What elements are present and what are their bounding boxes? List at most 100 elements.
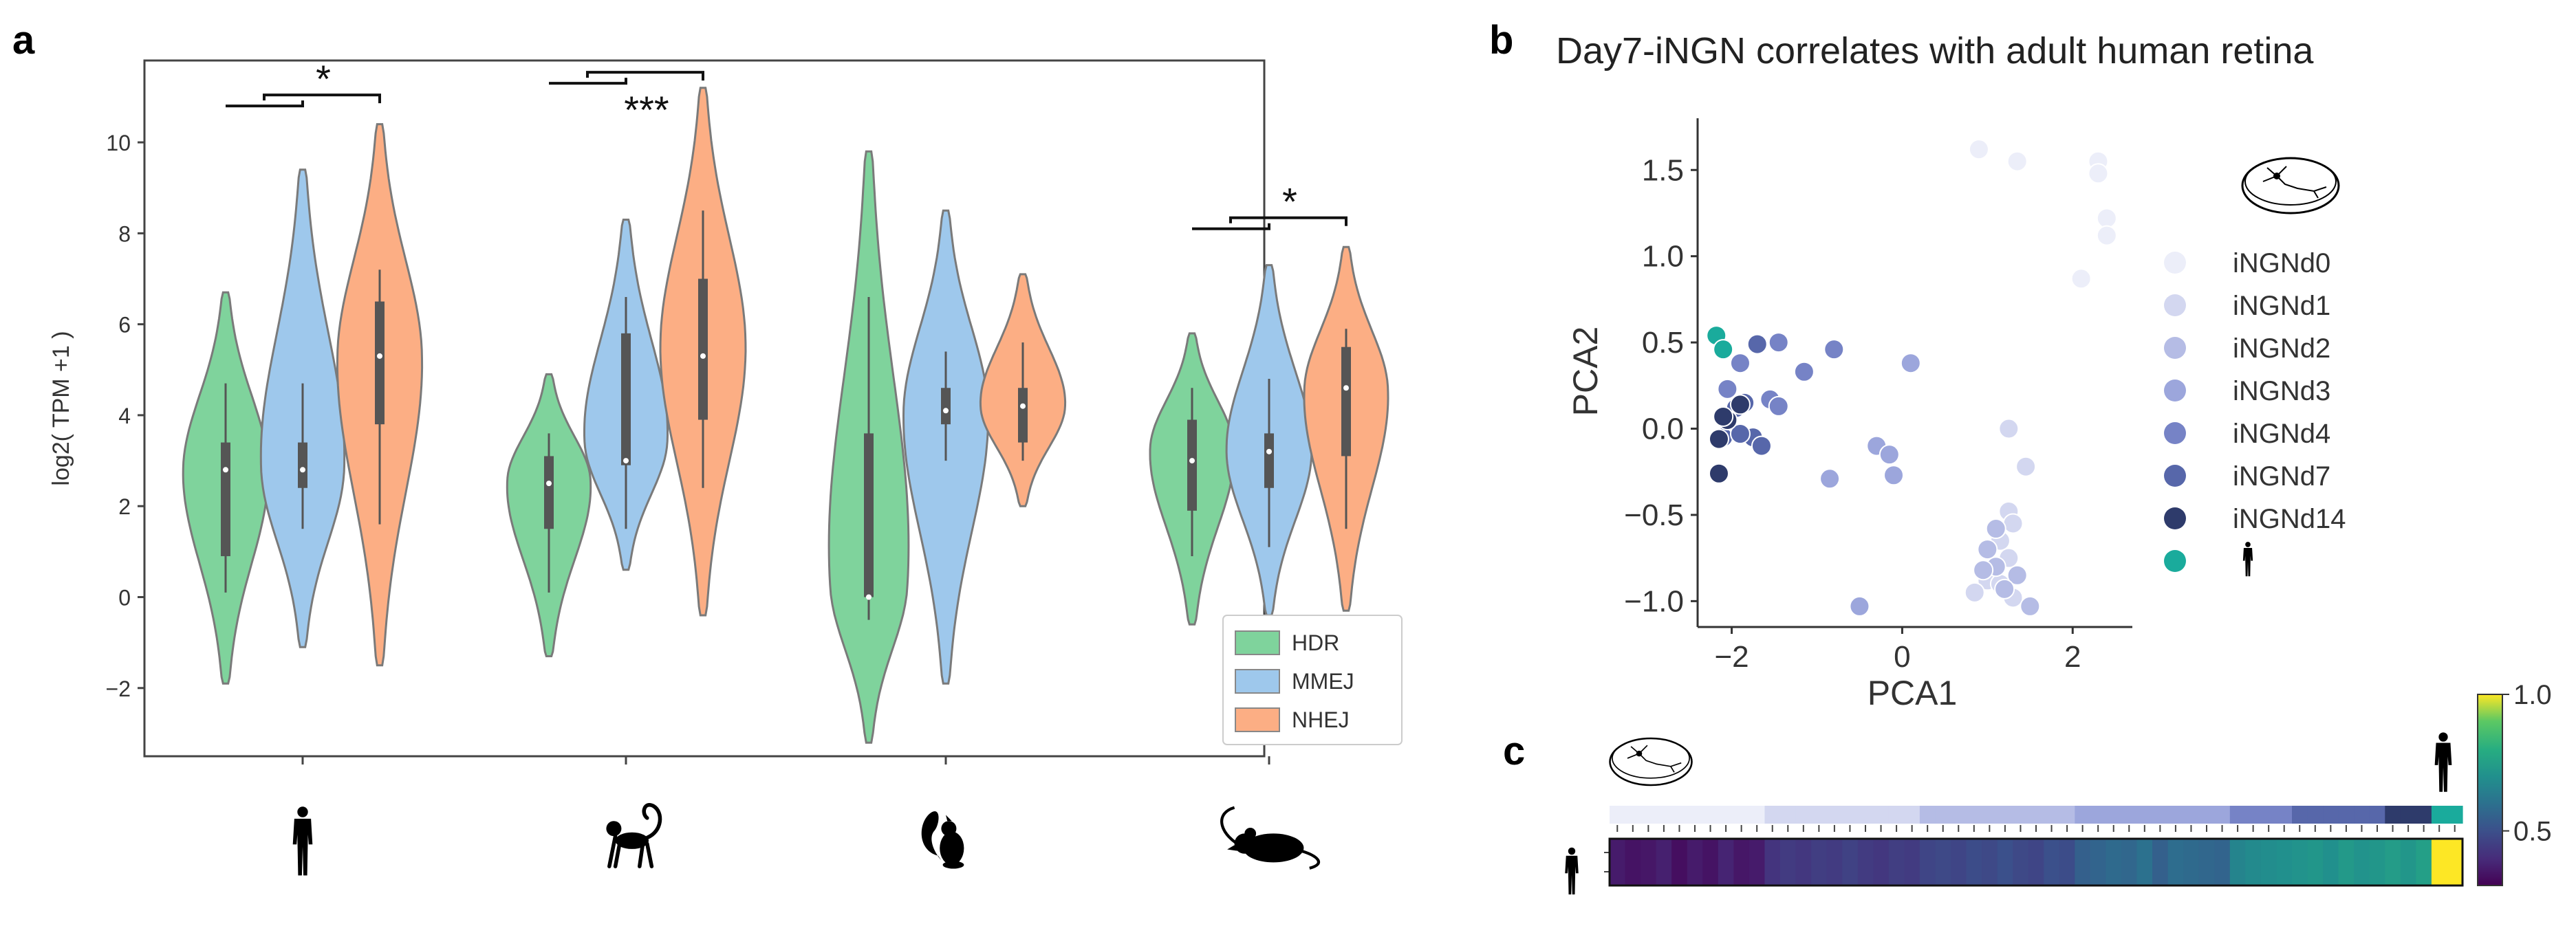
scatter-point <box>1879 444 1900 465</box>
scatter-point <box>1964 582 1985 603</box>
violin-iqr-box <box>1264 433 1274 488</box>
scatter-point <box>1968 139 1989 160</box>
dish-icon <box>2241 157 2340 214</box>
heatmap-cell <box>2260 839 2277 886</box>
legend-label: HDR <box>1292 630 1339 655</box>
y-axis-label: log2( TPM +1 ) <box>48 331 74 485</box>
group-bar-segment <box>1826 806 1843 824</box>
legend-marker <box>2164 252 2186 274</box>
violin-iqr-box <box>1341 346 1351 456</box>
scatter-point <box>2088 163 2109 184</box>
violin-median <box>1020 403 1026 409</box>
squirrel-icon <box>921 811 964 869</box>
scatter-point <box>1751 435 1772 456</box>
group-bar-segment <box>2059 806 2075 824</box>
legend-label: MMEJ <box>1292 669 1354 694</box>
scatter-point <box>1819 468 1841 490</box>
heatmap-cell <box>1904 839 1920 886</box>
group-bar-segment <box>2416 806 2432 824</box>
heatmap-cell <box>2229 839 2246 886</box>
scatter-point <box>1713 406 1734 427</box>
group-bar-segment <box>2198 806 2215 824</box>
legend-label: iNGNd7 <box>2233 461 2330 492</box>
legend: iNGNd0 iNGNd1 iNGNd2 iNGNd3 iNGNd4 iNGNd7 iNGN… <box>2164 157 2346 577</box>
significance-label: *** <box>624 88 669 131</box>
violin-iqr-box <box>698 278 708 420</box>
heatmap-cell <box>1811 839 1828 886</box>
heatmap-cell <box>2214 839 2231 886</box>
heatmap-cell <box>1780 839 1797 886</box>
heatmap-cell <box>1951 839 1967 886</box>
heatmap-cell <box>1857 839 1874 886</box>
heatmap-cell <box>1919 839 1936 886</box>
group-bar-segment <box>2431 806 2448 824</box>
group-bar-segment <box>1641 806 1657 824</box>
violin-median <box>700 353 706 359</box>
heatmap-cell <box>2276 839 2293 886</box>
group-bar-segment <box>1997 806 2013 824</box>
scatter-point <box>1717 378 1738 399</box>
panel-label-c: c <box>1503 729 1525 773</box>
group-bar-segment <box>2214 806 2231 824</box>
y-tick-label: 2 <box>118 494 131 519</box>
scatter-point <box>1849 595 1870 617</box>
violin-iqr-box <box>941 388 951 425</box>
group-bar-segment <box>2106 806 2122 824</box>
scatter-point <box>1713 339 1734 360</box>
violins <box>182 87 1389 744</box>
legend-swatch <box>1235 630 1280 655</box>
violin-iqr-box <box>544 456 554 529</box>
heatmap-cell <box>1749 839 1766 886</box>
heatmap-cell <box>1795 839 1812 886</box>
heatmap-cell <box>2152 839 2169 886</box>
human-icon <box>292 806 313 876</box>
group-bar-segment <box>2013 806 2029 824</box>
legend-label: iNGNd0 <box>2233 248 2330 278</box>
group-bar-segment <box>1795 806 1812 824</box>
heatmap-cell <box>2106 839 2122 886</box>
group-bar-segment <box>2276 806 2293 824</box>
y-tick-label: 0.5 <box>1642 326 1684 360</box>
y-tick-label: 0 <box>118 585 131 610</box>
group-bar-segment <box>1888 806 1905 824</box>
scatter-points <box>1706 139 2117 617</box>
group-bar-segment <box>2400 806 2416 824</box>
legend-label: NHEJ <box>1292 707 1350 732</box>
violin-median <box>623 458 629 464</box>
group-bar-segment <box>2323 806 2339 824</box>
group-bar-segment <box>1733 806 1750 824</box>
heatmap-cell <box>1873 839 1890 886</box>
heatmap-cell <box>2136 839 2153 886</box>
human-icon <box>2242 542 2253 577</box>
group-bar-segment <box>1780 806 1797 824</box>
scatter-point <box>1729 353 1751 374</box>
heatmap-cell <box>1718 839 1734 886</box>
group-bar-segment <box>2369 806 2385 824</box>
group-bar-segment <box>2447 806 2463 824</box>
axis-ticks: −2 0 2 −1.0 −0.5 0.0 0.5 1.0 1.5 <box>1624 153 2081 674</box>
scatter-point <box>2096 225 2117 246</box>
group-bar-segment <box>1718 806 1734 824</box>
heatmap-cell <box>2183 839 2200 886</box>
group-bar-segment <box>1904 806 1920 824</box>
group-bar-segment <box>1919 806 1936 824</box>
group-bar-segment <box>2075 806 2091 824</box>
group-bar-segment <box>2385 806 2401 824</box>
group-bar-segment <box>1749 806 1766 824</box>
scatter-point <box>2096 208 2117 229</box>
group-bar-segment <box>1687 806 1703 824</box>
heatmap-cell <box>2245 839 2262 886</box>
colorbar-tick-label: 1.0 <box>2513 680 2552 710</box>
heatmap-cell <box>2044 839 2060 886</box>
heatmap-frame <box>1608 837 2464 887</box>
x-tick-label: 0 <box>1894 640 1910 674</box>
heatmap-cell <box>1764 839 1781 886</box>
heatmap-cell <box>1641 839 1657 886</box>
correlation-heatmap: 1.0 0.5 <box>1565 680 2552 894</box>
violin-iqr-box <box>1187 419 1197 511</box>
heatmap-cell <box>2338 839 2355 886</box>
group-bar-segment <box>2167 806 2184 824</box>
group-bar-segment <box>1656 806 1672 824</box>
